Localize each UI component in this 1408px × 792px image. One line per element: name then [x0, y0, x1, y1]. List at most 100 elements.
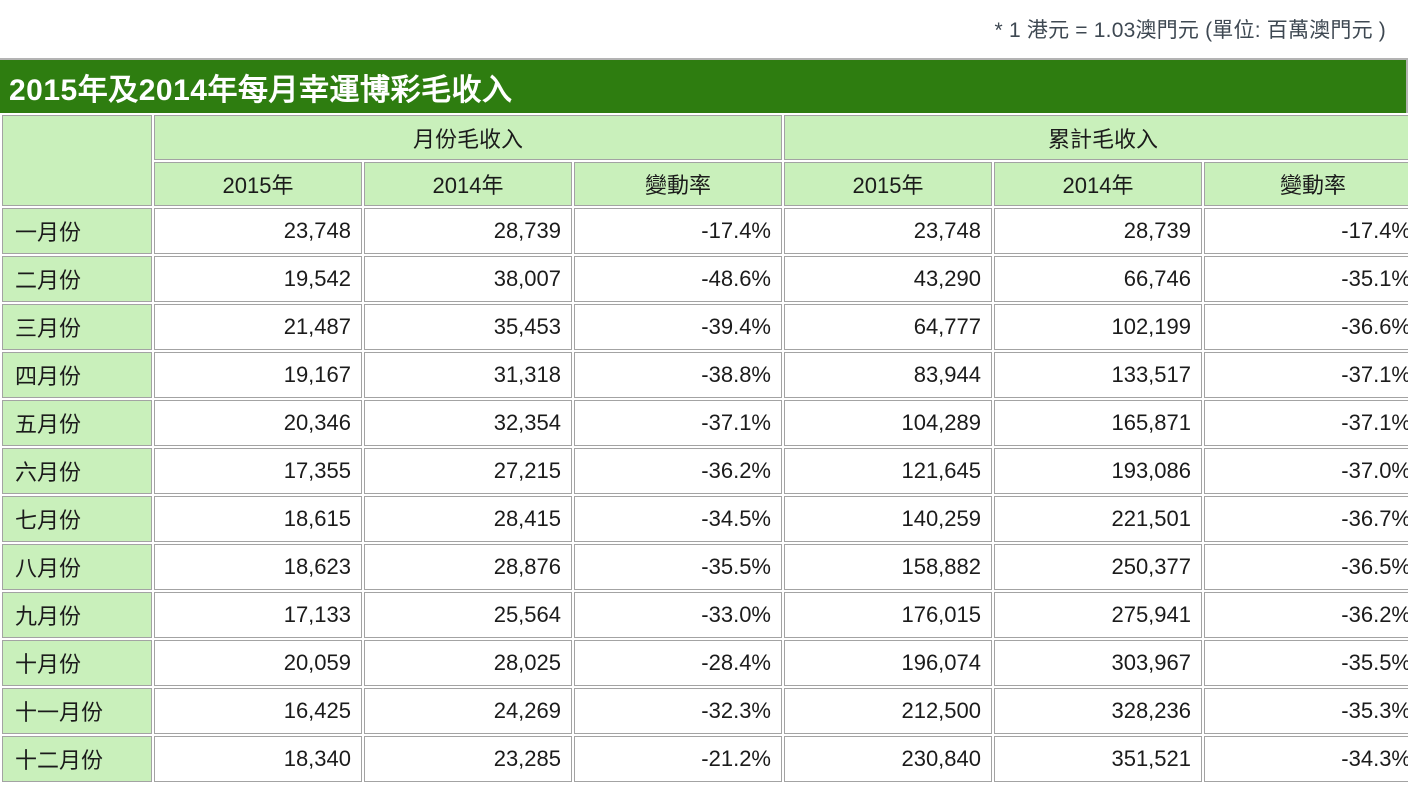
monthly-2015-value: 17,355 [154, 448, 362, 494]
cumulative-2014-value: 250,377 [994, 544, 1202, 590]
monthly-2015-value: 18,340 [154, 736, 362, 782]
monthly-2015-value: 16,425 [154, 688, 362, 734]
monthly-2015-value: 21,487 [154, 304, 362, 350]
cumulative-2015-value: 158,882 [784, 544, 992, 590]
monthly-change-value: -28.4% [574, 640, 782, 686]
table-row: 一月份 23,748 28,739 -17.4% 23,748 28,739 -… [2, 208, 1408, 254]
cumulative-2015-value: 212,500 [784, 688, 992, 734]
monthly-2014-value: 24,269 [364, 688, 572, 734]
cumulative-2015-value: 64,777 [784, 304, 992, 350]
monthly-2014-value: 28,876 [364, 544, 572, 590]
monthly-2015-value: 19,542 [154, 256, 362, 302]
column-header-cumulative-2014: 2014年 [994, 162, 1202, 206]
monthly-change-value: -21.2% [574, 736, 782, 782]
monthly-2014-value: 32,354 [364, 400, 572, 446]
column-header-cumulative-change: 變動率 [1204, 162, 1408, 206]
table-title-bar: 2015年及2014年每月幸運博彩毛收入 [0, 60, 1406, 113]
sub-header-row: 2015年 2014年 變動率 2015年 2014年 變動率 [2, 162, 1408, 206]
month-label: 七月份 [2, 496, 152, 542]
cumulative-2015-value: 230,840 [784, 736, 992, 782]
month-label: 八月份 [2, 544, 152, 590]
cumulative-2015-value: 176,015 [784, 592, 992, 638]
cumulative-change-value: -37.1% [1204, 400, 1408, 446]
column-header-monthly-2014: 2014年 [364, 162, 572, 206]
cumulative-change-value: -17.4% [1204, 208, 1408, 254]
cumulative-2014-value: 275,941 [994, 592, 1202, 638]
cumulative-2014-value: 193,086 [994, 448, 1202, 494]
table-row: 二月份 19,542 38,007 -48.6% 43,290 66,746 -… [2, 256, 1408, 302]
month-label: 九月份 [2, 592, 152, 638]
table-row: 五月份 20,346 32,354 -37.1% 104,289 165,871… [2, 400, 1408, 446]
monthly-change-value: -33.0% [574, 592, 782, 638]
monthly-2014-value: 28,025 [364, 640, 572, 686]
table-row: 九月份 17,133 25,564 -33.0% 176,015 275,941… [2, 592, 1408, 638]
month-label: 二月份 [2, 256, 152, 302]
monthly-change-value: -35.5% [574, 544, 782, 590]
cumulative-2015-value: 83,944 [784, 352, 992, 398]
monthly-2014-value: 38,007 [364, 256, 572, 302]
cumulative-2014-value: 133,517 [994, 352, 1202, 398]
cumulative-change-value: -35.5% [1204, 640, 1408, 686]
table-row: 十一月份 16,425 24,269 -32.3% 212,500 328,23… [2, 688, 1408, 734]
table-row: 四月份 19,167 31,318 -38.8% 83,944 133,517 … [2, 352, 1408, 398]
table-row: 十月份 20,059 28,025 -28.4% 196,074 303,967… [2, 640, 1408, 686]
cumulative-2014-value: 102,199 [994, 304, 1202, 350]
group-header-monthly: 月份毛收入 [154, 115, 782, 160]
table-title: 2015年及2014年每月幸運博彩毛收入 [9, 73, 513, 107]
monthly-2014-value: 28,415 [364, 496, 572, 542]
monthly-2015-value: 20,346 [154, 400, 362, 446]
cumulative-2014-value: 351,521 [994, 736, 1202, 782]
monthly-gross-revenue-table: 月份毛收入 累計毛收入 2015年 2014年 變動率 2015年 2014年 … [0, 113, 1408, 784]
cumulative-2014-value: 221,501 [994, 496, 1202, 542]
column-header-cumulative-2015: 2015年 [784, 162, 992, 206]
monthly-2014-value: 31,318 [364, 352, 572, 398]
month-label: 一月份 [2, 208, 152, 254]
column-header-monthly-change: 變動率 [574, 162, 782, 206]
monthly-2015-value: 19,167 [154, 352, 362, 398]
monthly-2015-value: 18,623 [154, 544, 362, 590]
monthly-2014-value: 23,285 [364, 736, 572, 782]
monthly-change-value: -17.4% [574, 208, 782, 254]
monthly-change-value: -32.3% [574, 688, 782, 734]
cumulative-2014-value: 66,746 [994, 256, 1202, 302]
monthly-change-value: -48.6% [574, 256, 782, 302]
month-label: 六月份 [2, 448, 152, 494]
cumulative-change-value: -37.1% [1204, 352, 1408, 398]
month-label: 十一月份 [2, 688, 152, 734]
monthly-2014-value: 35,453 [364, 304, 572, 350]
corner-cell [2, 115, 152, 206]
monthly-2015-value: 17,133 [154, 592, 362, 638]
monthly-2015-value: 20,059 [154, 640, 362, 686]
table-row: 三月份 21,487 35,453 -39.4% 64,777 102,199 … [2, 304, 1408, 350]
cumulative-2014-value: 303,967 [994, 640, 1202, 686]
cumulative-change-value: -36.6% [1204, 304, 1408, 350]
month-label: 五月份 [2, 400, 152, 446]
table-row: 十二月份 18,340 23,285 -21.2% 230,840 351,52… [2, 736, 1408, 782]
monthly-2015-value: 23,748 [154, 208, 362, 254]
cumulative-change-value: -36.2% [1204, 592, 1408, 638]
cumulative-change-value: -34.3% [1204, 736, 1408, 782]
cumulative-2014-value: 328,236 [994, 688, 1202, 734]
month-label: 四月份 [2, 352, 152, 398]
cumulative-2015-value: 140,259 [784, 496, 992, 542]
exchange-rate-note-bar: * 1 港元 = 1.03澳門元 (單位: 百萬澳門元 ) [0, 0, 1408, 58]
cumulative-change-value: -35.1% [1204, 256, 1408, 302]
group-header-row: 月份毛收入 累計毛收入 [2, 115, 1408, 206]
group-header-cumulative: 累計毛收入 [784, 115, 1408, 160]
cumulative-2014-value: 165,871 [994, 400, 1202, 446]
month-label: 十二月份 [2, 736, 152, 782]
monthly-change-value: -36.2% [574, 448, 782, 494]
cumulative-2015-value: 121,645 [784, 448, 992, 494]
monthly-2014-value: 27,215 [364, 448, 572, 494]
monthly-change-value: -38.8% [574, 352, 782, 398]
monthly-change-value: -39.4% [574, 304, 782, 350]
column-header-monthly-2015: 2015年 [154, 162, 362, 206]
exchange-rate-note: * 1 港元 = 1.03澳門元 (單位: 百萬澳門元 ) [994, 19, 1386, 42]
cumulative-2015-value: 104,289 [784, 400, 992, 446]
cumulative-2015-value: 23,748 [784, 208, 992, 254]
monthly-change-value: -34.5% [574, 496, 782, 542]
cumulative-2015-value: 196,074 [784, 640, 992, 686]
cumulative-change-value: -35.3% [1204, 688, 1408, 734]
cumulative-2015-value: 43,290 [784, 256, 992, 302]
cumulative-change-value: -36.5% [1204, 544, 1408, 590]
